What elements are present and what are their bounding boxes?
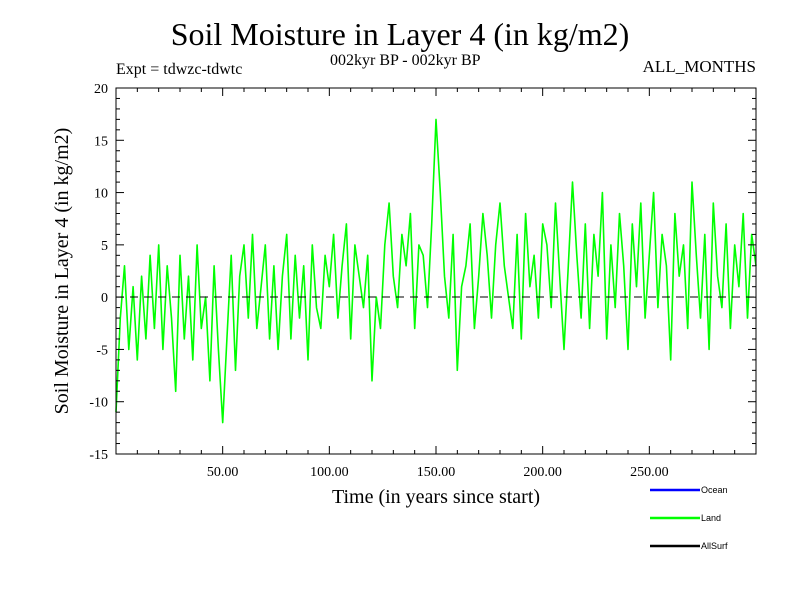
legend: Ocean Land AllSurf [650, 485, 728, 551]
x-tick-label: 100.00 [310, 465, 349, 480]
y-tick-label: 0 [101, 291, 108, 306]
y-tick-label: 10 [94, 187, 108, 202]
plot-area [115, 118, 757, 424]
legend-label-land: Land [701, 513, 721, 523]
y-axis-title: Soil Moisture in Layer 4 (in kg/m2) [51, 128, 73, 415]
y-tick-label: -15 [89, 448, 108, 463]
y-tick-label: 20 [94, 82, 108, 97]
axis-ticks: -15 -10 -5 0 5 10 15 20 50.00 100.00 150.00 200.00 2… [89, 82, 756, 480]
chart-title: Soil Moisture in Layer 4 (in kg/m2) [170, 16, 630, 52]
legend-label-allsurf: AllSurf [701, 541, 728, 551]
y-tick-label: -10 [89, 396, 108, 411]
months-label: ALL_MONTHS [642, 57, 756, 76]
x-axis-title: Time (in years since start) [332, 486, 540, 508]
chart-subtitle: 002kyr BP - 002kyr BP [330, 52, 481, 69]
x-tick-label: 150.00 [417, 465, 456, 480]
series-line-land [115, 118, 757, 424]
legend-label-ocean: Ocean [701, 485, 728, 495]
x-tick-label: 200.00 [523, 465, 562, 480]
y-tick-label: 5 [101, 239, 108, 254]
y-tick-label: -5 [96, 343, 108, 358]
y-tick-label: 15 [94, 134, 108, 149]
x-tick-label: 50.00 [207, 465, 239, 480]
experiment-label: Expt = tdwzc-tdwtc [116, 61, 243, 78]
x-tick-label: 250.00 [630, 465, 669, 480]
